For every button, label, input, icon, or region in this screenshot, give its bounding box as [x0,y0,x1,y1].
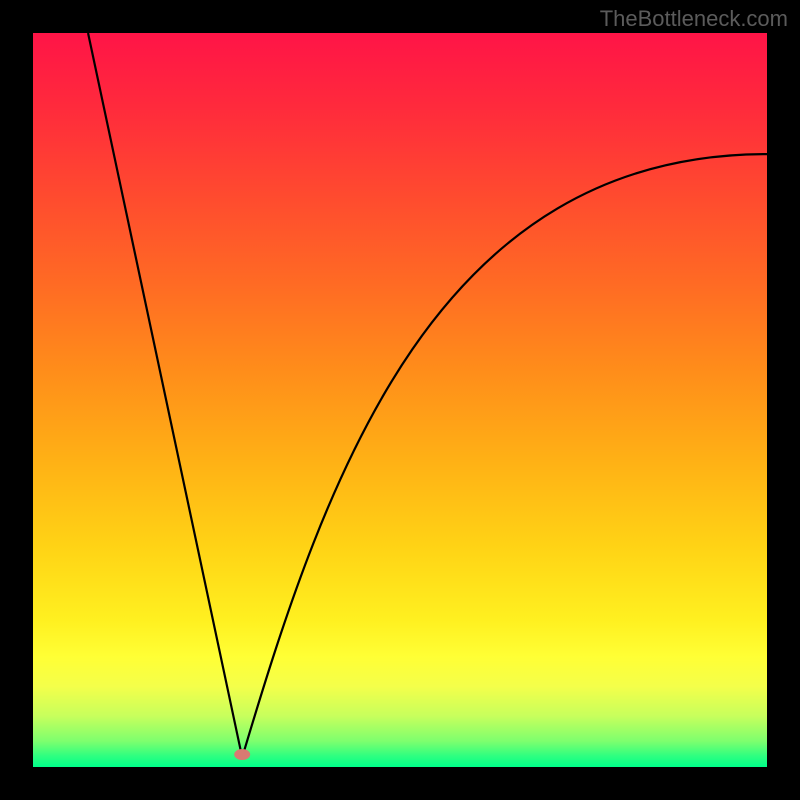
minimum-marker [234,749,250,760]
plot-frame [33,33,767,767]
chart-background [33,33,767,767]
bottleneck-chart [33,33,767,767]
watermark-text: TheBottleneck.com [600,6,788,32]
